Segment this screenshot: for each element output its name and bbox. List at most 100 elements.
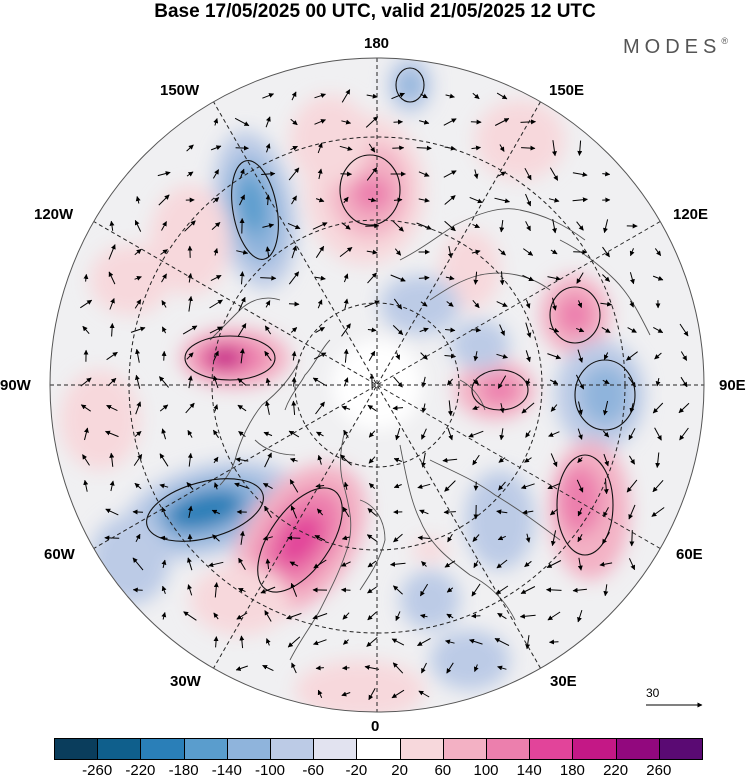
wind-arrow [547,353,562,360]
anomaly-blob [90,245,170,315]
anomaly-blob [558,465,602,535]
wind-arrow [602,400,609,416]
wind-arrow [212,197,220,203]
wind-arrow [213,612,219,620]
wind-arrow [629,248,635,257]
colorbar-tick-label: -140 [211,762,242,779]
wind-arrow [186,171,194,177]
anomaly-blob [166,489,244,531]
wind-arrow [419,327,429,333]
graticule [50,58,704,712]
contour-line [574,359,636,431]
wind-arrow [603,219,609,234]
wind-arrow [472,92,480,100]
wind-arrow [629,530,635,547]
wind-arrow [446,301,454,307]
wind-arrow [550,530,557,547]
wind-arrow [82,454,90,466]
colorbar-tick-label: -180 [168,762,199,779]
wind-arrow [287,636,301,648]
wind-arrow [209,299,223,309]
wind-arrow [680,351,688,361]
wind-arrow [82,325,90,335]
wind-arrow [519,613,536,619]
colorbar-tick-label: -100 [254,762,286,779]
wind-arrow [339,247,353,257]
wind-arrow [213,248,219,256]
wind-arrow [236,249,249,255]
colorbar-segment [54,738,99,760]
wind-arrow [237,323,247,337]
wind-arrow [549,639,559,645]
wind-arrow [265,300,271,308]
wind-arrow [443,118,457,126]
wind-arrow [523,248,534,256]
wind-arrow [473,664,479,672]
anomaly-blob [465,470,535,570]
wind-arrow [572,197,588,203]
wind-arrow [629,300,634,308]
wind-arrow [524,167,532,181]
wind-arrow [161,428,167,440]
wind-arrow [421,428,427,440]
wind-arrow [106,404,118,412]
wind-arrow [499,220,505,233]
wind-arrow [265,246,271,258]
wind-arrow [83,427,89,441]
wind-arrow [187,273,193,283]
wind-arrow [654,248,662,257]
wind-arrow [393,483,402,489]
wind-arrow [238,296,246,311]
wind-arrow [472,223,480,229]
wind-arrow [473,560,479,569]
wind-arrow [288,271,300,285]
wind-arrow [575,374,585,390]
anomaly-blob [430,630,510,690]
wind-arrow [471,327,482,333]
wind-arrow [262,93,275,99]
wind-arrow [576,479,584,493]
anomaly-field [60,58,645,712]
wind-arrow [340,561,351,567]
wind-arrow [289,561,299,567]
lon-label-150e: 150E [549,82,585,99]
wind-arrow [341,587,351,593]
wind-arrow [287,222,301,230]
wind-arrow [368,197,377,203]
wind-arrow [187,375,193,389]
wind-arrow [552,297,557,311]
wind-arrow [289,479,299,493]
wind-arrow [652,479,664,493]
lon-label-60e: 60E [676,546,703,563]
wind-arrow [525,350,531,363]
anomaly-blob [400,570,460,630]
wind-arrow [496,92,508,100]
wind-arrow [629,403,635,414]
wind-arrow [134,374,141,389]
wind-arrow [577,457,583,463]
wind-arrow [420,613,428,619]
wind-arrow [366,249,378,255]
wind-arrow [471,583,481,597]
wind-arrow [265,143,271,153]
wind-arrow [680,376,688,388]
wind-arrow [368,456,376,464]
wind-arrow [341,323,351,337]
wind-arrow [525,430,531,438]
wind-arrow [343,298,349,310]
wind-arrow [261,171,276,177]
wind-arrow [262,664,274,672]
wind-arrow [105,430,119,438]
wind-arrow [290,145,298,151]
wind-arrow [418,171,430,177]
wind-arrow [473,379,479,385]
wind-arrow [289,457,298,463]
colorbar-tick-label: 20 [391,762,408,779]
wind-arrow [393,298,403,310]
wind-arrow [317,454,323,465]
wind-arrow [652,402,664,414]
wind-arrow [83,273,89,282]
anomaly-blob [277,513,323,567]
wind-arrow [80,377,92,387]
wind-arrow [234,117,250,127]
